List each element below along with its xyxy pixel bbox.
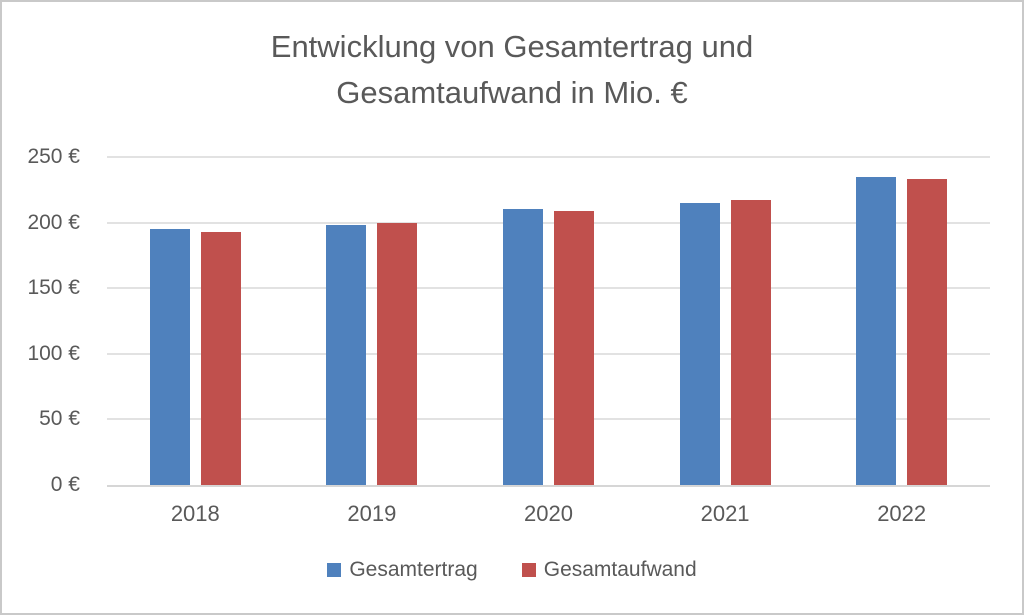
bar-gesamtertrag-2021: [679, 202, 720, 485]
legend-swatch-icon: [521, 563, 536, 577]
bar-gesamtertrag-2019: [326, 225, 367, 485]
bar-gesamtertrag-2020: [502, 209, 543, 485]
legend-label: Gesamtaufwand: [543, 558, 697, 581]
gridline: [107, 287, 990, 290]
gridline: [107, 221, 990, 224]
bar-group-2022: [813, 157, 990, 485]
gridline: [107, 418, 990, 421]
bar-gesamtaufwand-2021: [730, 200, 771, 485]
bar-gesamtaufwand-2018: [200, 231, 241, 485]
legend-label: Gesamtertrag: [349, 558, 478, 581]
bar-group-2021: [637, 157, 814, 485]
bar-gesamtaufwand-2020: [553, 210, 594, 485]
x-axis-tick-label: 2020: [524, 501, 573, 526]
gridline: [107, 352, 990, 355]
x-axis-tick-label: 2022: [877, 501, 927, 526]
legend-swatch-icon: [327, 563, 342, 577]
y-axis-tick-label: 0 €: [50, 473, 80, 496]
legend-item-gesamtaufwand: Gesamtaufwand: [521, 558, 697, 582]
y-axis-tick-label: 250 €: [27, 145, 80, 168]
chart-title-line-2: Gesamtaufwand in Mio. €: [336, 75, 688, 110]
y-axis-tick-label: 100 €: [27, 341, 80, 365]
chart-title: Entwicklung von Gesamtertrag und Gesamta…: [2, 24, 1022, 116]
bar-gesamtertrag-2022: [856, 176, 897, 485]
y-axis: 0 € 50 € 100 € 150 € 200 € 250 €: [2, 145, 82, 496]
x-axis-tick-label: 2021: [700, 501, 750, 526]
legend: Gesamtertrag Gesamtaufwand: [2, 558, 1022, 582]
bar-gesamtertrag-2018: [149, 229, 190, 485]
bar-gesamtaufwand-2022: [907, 179, 948, 485]
bar-group-2018: [107, 157, 284, 485]
x-axis-tick-label: 2018: [170, 501, 220, 526]
gridline: [107, 156, 990, 158]
legend-item-gesamtertrag: Gesamtertrag: [327, 558, 478, 582]
x-axis: 2018 2019 2020 2021 2022: [107, 501, 990, 527]
y-axis-tick-label: 50 €: [39, 407, 80, 431]
bar-group-2019: [284, 157, 461, 485]
bar-gesamtaufwand-2019: [377, 222, 418, 485]
plot-area: [107, 156, 990, 487]
y-axis-tick-label: 200 €: [27, 210, 80, 234]
bar-group-2020: [460, 157, 637, 485]
y-axis-tick-label: 150 €: [27, 276, 80, 300]
x-axis-tick-label: 2019: [347, 501, 397, 526]
chart-title-line-1: Entwicklung von Gesamtertrag und: [270, 29, 754, 64]
